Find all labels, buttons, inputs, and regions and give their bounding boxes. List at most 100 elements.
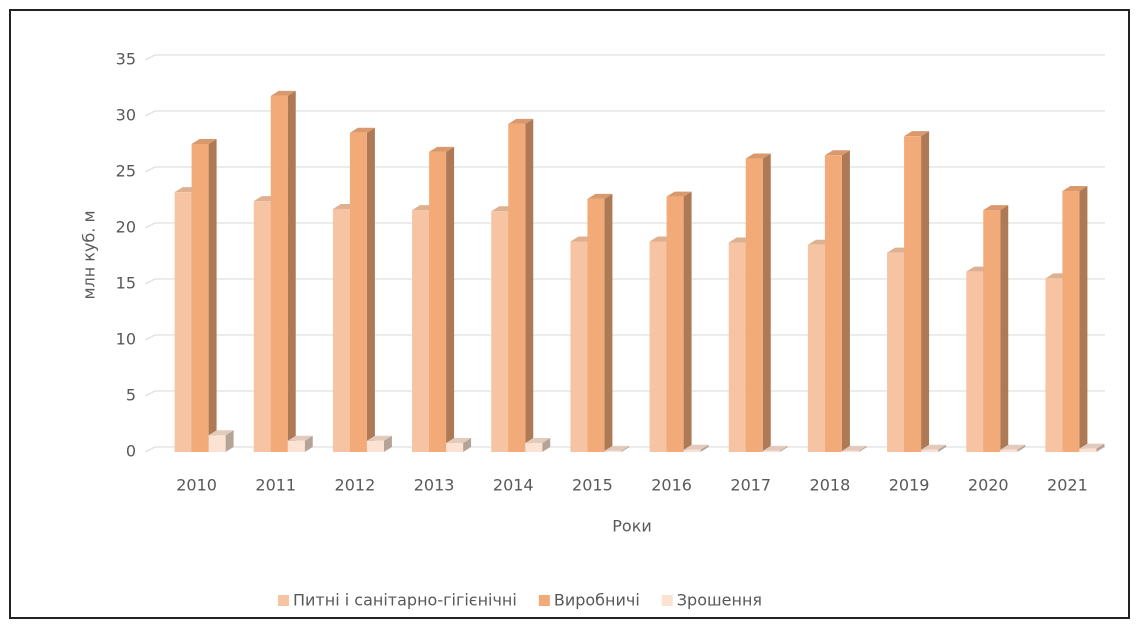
bar-side [762,153,771,452]
bar-top [683,444,709,450]
y-tick-label: 35 [116,50,136,69]
bar-side [621,445,630,452]
bar-side [841,150,850,452]
bar-side [304,435,313,452]
bar [208,435,226,452]
x-tick-label: 2021 [1047,476,1088,495]
legend-swatch [278,595,289,606]
bar-side [1079,186,1088,453]
bar-top [1062,186,1088,192]
bar-top [429,146,455,152]
x-axis-title: Роки [612,517,652,536]
bar [666,196,684,452]
bar-side [1017,444,1026,452]
bar [966,271,984,452]
bar-side [1096,443,1105,452]
y-tick-label: 5 [126,386,136,405]
bar-top [921,444,947,450]
bar-side [700,444,709,452]
bar-top [191,139,217,144]
bar-side [525,118,534,452]
x-tick-label: 2020 [968,476,1009,495]
bar [429,151,447,452]
x-tick-label: 2011 [255,476,296,495]
bar-side [938,444,947,452]
bar-top [745,153,771,159]
legend-label: Зрошення [677,591,762,610]
bar [287,440,305,452]
bar [587,198,605,452]
legend-label: Питні і санітарно-гігієнічні [293,591,517,610]
bar-side [287,90,296,452]
bar [570,241,588,452]
bar-side [542,438,551,452]
bar-top [446,438,472,444]
y-tick-label: 20 [116,218,136,237]
bar [921,449,939,452]
x-tick-label: 2013 [414,476,455,495]
bar-top [1079,443,1105,449]
bar-top [1000,444,1026,450]
bar [841,450,859,452]
grid-line [144,166,1105,173]
grid-line [144,54,1105,61]
x-tick-label: 2016 [651,476,692,495]
y-tick-label: 10 [116,330,136,349]
bar-side [208,139,217,452]
legend-swatch [661,595,673,606]
x-tick-label: 2015 [572,476,613,495]
x-tick-label: 2017 [730,476,771,495]
grid-line [144,222,1105,229]
bar [446,443,464,452]
bar [349,132,367,453]
bar [683,449,701,452]
bar-top [525,438,551,444]
bar-side [683,191,692,452]
bar [728,242,746,452]
bar [412,210,430,452]
bar [525,443,543,452]
bar-top [208,430,234,436]
grid-line [144,390,1105,397]
bar [604,450,622,452]
grid-line [144,110,1105,117]
bar-top [666,191,692,197]
bar [824,155,842,452]
bar-side [383,435,392,452]
bar [332,208,350,452]
x-tick-label: 2012 [335,476,376,495]
bar-side [225,430,234,452]
bar-top [904,131,930,137]
bar-side [366,127,375,453]
bar-side [1000,205,1009,452]
bar-top [604,445,630,451]
y-tick-label: 25 [116,162,136,181]
bar-top [587,193,613,199]
grid-line [144,278,1105,285]
y-tick-label: 15 [116,274,136,293]
bar-top [349,127,375,133]
bar [887,252,905,452]
bar [366,440,384,452]
y-axis-title: млн куб. м [80,210,99,299]
legend-label: Виробничі [554,591,640,610]
bar-side [921,131,930,452]
x-tick-label: 2019 [889,476,930,495]
bar [649,241,667,452]
bar [745,158,763,452]
x-tick-label: 2018 [810,476,851,495]
bar [1000,449,1018,452]
x-tick-label: 2014 [493,476,534,495]
bar [1062,191,1080,453]
bar [1079,448,1097,452]
bar-side [463,438,472,452]
grid-line [144,334,1105,341]
bar [508,123,526,452]
bar-top [762,445,788,451]
bar-top [824,150,850,156]
bar-side [446,146,455,452]
bar [270,95,288,452]
bar-top [366,435,392,441]
bar [491,211,509,452]
